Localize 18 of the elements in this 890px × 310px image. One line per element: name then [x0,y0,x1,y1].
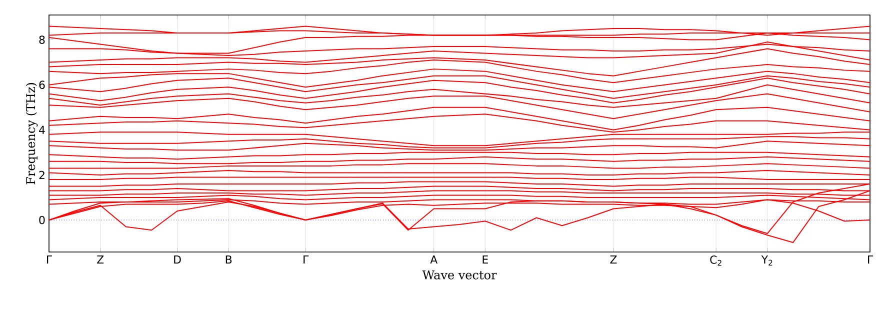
x-tick-label: Γ [47,256,52,264]
y-axis-title: Frequency (THz) [26,83,38,184]
x-tick-label: D [174,256,181,264]
y-tick-label: 2 [39,170,44,180]
x-axis-title: Wave vector [422,270,497,280]
x-tick-label: C$_{2}$ [710,256,722,266]
x-tick-label: B [226,256,232,264]
x-tick-label: Z [610,256,617,264]
x-tick-label: Γ [304,256,309,264]
x-tick-label: A [430,256,438,264]
y-tick-label: 6 [39,80,45,89]
y-tick-label: 8 [39,36,45,44]
y-tick-label: 4 [39,126,45,134]
x-tick-label: Y$_{2}$ [761,256,772,266]
x-tick-label: E [482,256,488,264]
x-tick-label: Γ [868,256,874,264]
y-tick-label: 0 [39,216,45,224]
x-tick-label: Z [97,256,104,264]
